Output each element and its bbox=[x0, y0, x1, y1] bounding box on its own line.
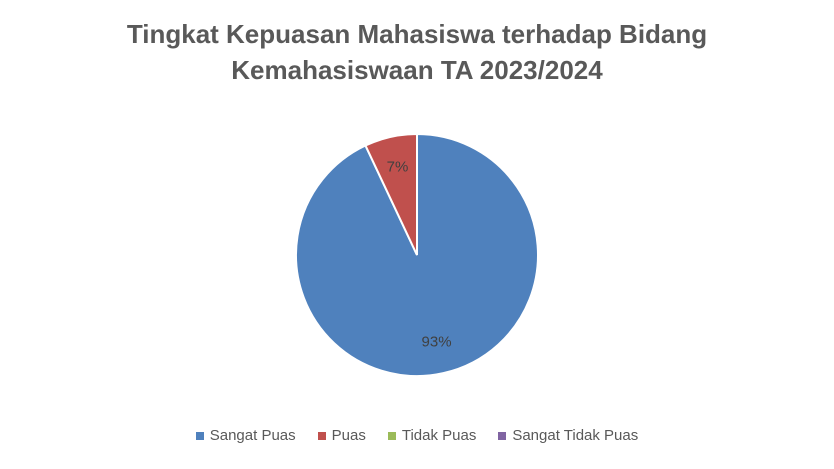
legend-label: Sangat Puas bbox=[209, 427, 296, 444]
chart: 93% 7% bbox=[295, 132, 539, 377]
data-label: 93% bbox=[422, 333, 452, 350]
pie-slice bbox=[364, 132, 418, 256]
legend-swatch bbox=[498, 431, 507, 440]
legend-item: Sangat Puas bbox=[195, 427, 296, 444]
legend-swatch bbox=[317, 431, 326, 440]
data-label: 7% bbox=[387, 159, 409, 176]
legend: Sangat Puas Puas Tidak Puas Sangat Tidak Pu… bbox=[0, 427, 834, 444]
chart-title: Tingkat Kepuasan Mahasiswa terhadap Bida… bbox=[126, 19, 708, 85]
legend-item: Tidak Puas bbox=[387, 427, 477, 444]
legend-label: Sangat Tidak Puas bbox=[512, 427, 639, 444]
legend-label: Puas bbox=[331, 427, 366, 444]
legend-item: Puas bbox=[317, 427, 366, 444]
legend-label: Tidak Puas bbox=[401, 427, 477, 444]
legend-swatch bbox=[195, 431, 204, 440]
legend-swatch bbox=[387, 431, 396, 440]
legend-item: Sangat Tidak Puas bbox=[498, 427, 638, 444]
